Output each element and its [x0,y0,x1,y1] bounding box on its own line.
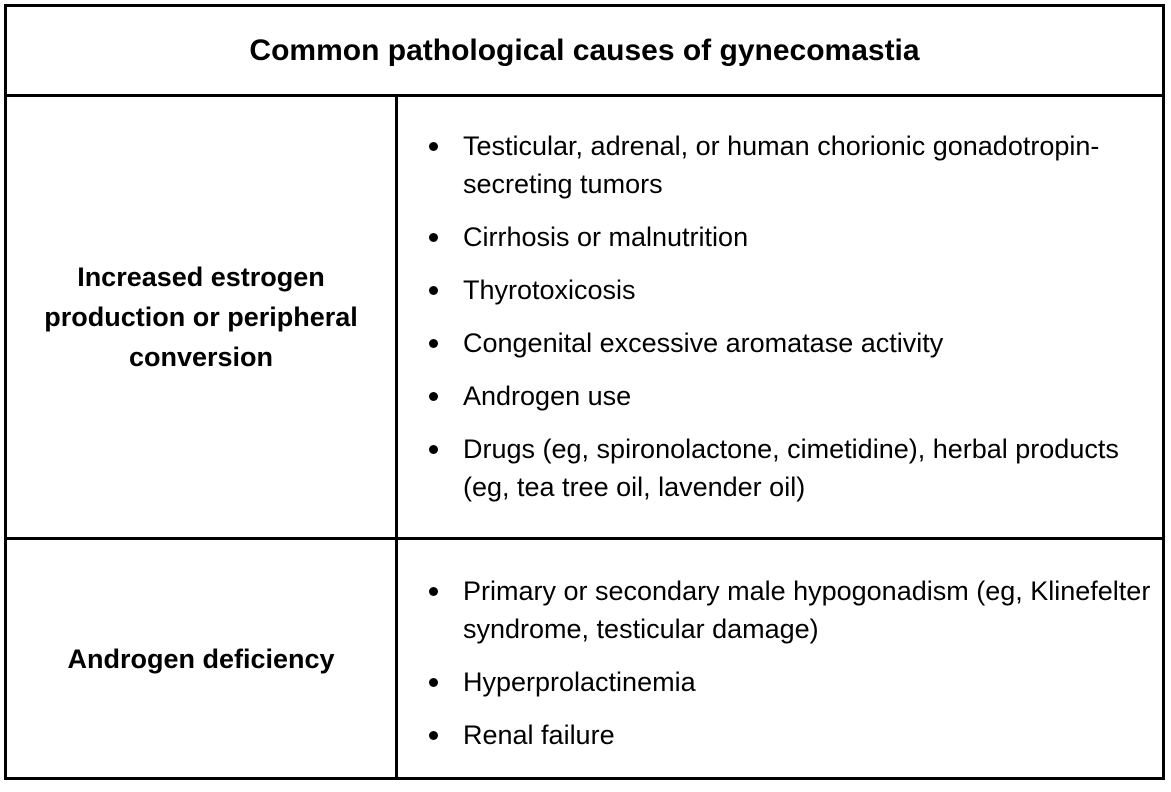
bullet-icon [429,142,438,151]
bullet-icon [429,392,438,401]
table-title-row: Common pathological causes of gynecomast… [7,7,1162,97]
causes-list: Primary or secondary male hypogonadism (… [426,572,1152,754]
category-cell: Androgen deficiency [7,540,398,777]
list-item: Primary or secondary male hypogonadism (… [426,572,1152,648]
list-item: Testicular, adrenal, or human chorionic … [426,127,1152,203]
table-title: Common pathological causes of gynecomast… [249,33,920,67]
bullet-icon [429,445,438,454]
list-item-text: Primary or secondary male hypogonadism (… [463,576,1151,644]
causes-cell: Testicular, adrenal, or human chorionic … [398,97,1162,537]
list-item: Drugs (eg, spironolactone, cimetidine), … [426,430,1152,506]
list-item-text: Testicular, adrenal, or human chorionic … [463,131,1100,199]
list-item: Thyrotoxicosis [426,271,1152,309]
list-item-text: Drugs (eg, spironolactone, cimetidine), … [463,434,1119,502]
bullet-icon [429,587,438,596]
list-item: Cirrhosis or malnutrition [426,218,1152,256]
list-item-text: Androgen use [463,381,632,411]
category-cell: Increased estrogen production or periphe… [7,97,398,537]
bullet-icon [429,678,438,687]
bullet-icon [429,339,438,348]
category-label: Increased estrogen production or periphe… [44,262,358,372]
bullet-icon [429,233,438,242]
bullet-icon [429,286,438,295]
list-item: Renal failure [426,716,1152,754]
bullet-icon [429,731,438,740]
causes-cell: Primary or secondary male hypogonadism (… [398,540,1162,777]
list-item: Congenital excessive aromatase activity [426,324,1152,362]
category-label: Androgen deficiency [67,643,335,674]
list-item: Androgen use [426,377,1152,415]
causes-table: Common pathological causes of gynecomast… [4,4,1165,780]
list-item: Hyperprolactinemia [426,663,1152,701]
causes-list: Testicular, adrenal, or human chorionic … [426,127,1152,506]
list-item-text: Renal failure [463,720,615,750]
list-item-text: Congenital excessive aromatase activity [463,328,944,358]
list-item-text: Thyrotoxicosis [463,275,636,305]
table-row: Androgen deficiency Primary or secondary… [7,540,1162,777]
list-item-text: Hyperprolactinemia [463,667,696,697]
table-row: Increased estrogen production or periphe… [7,97,1162,540]
list-item-text: Cirrhosis or malnutrition [463,222,749,252]
